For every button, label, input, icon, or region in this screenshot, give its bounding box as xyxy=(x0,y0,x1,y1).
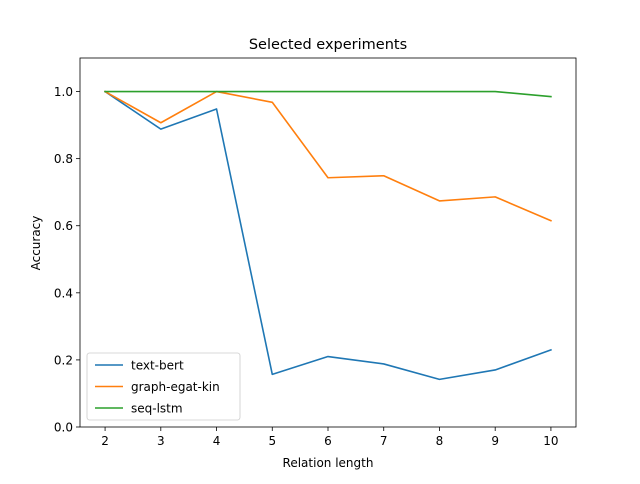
x-tick-label: 4 xyxy=(213,434,221,448)
x-tick-label: 8 xyxy=(436,434,444,448)
x-tick-label: 5 xyxy=(268,434,276,448)
axes-frame xyxy=(79,57,577,428)
y-axis: 0.0 0.2 0.4 0.6 0.8 1.0 xyxy=(54,85,80,435)
x-tick-label: 2 xyxy=(101,434,109,448)
x-tick-label: 6 xyxy=(324,434,332,448)
chart-title: Selected experiments xyxy=(249,37,407,53)
x-tick-label: 10 xyxy=(543,434,558,448)
legend-box xyxy=(86,352,241,421)
y-tick-label: 0.0 xyxy=(54,421,73,435)
x-tick-label: 3 xyxy=(157,434,165,448)
legend: text-bert graph-egat-kin seq-lstm xyxy=(86,352,241,421)
x-tick-label: 9 xyxy=(491,434,499,448)
y-axis-label: Accuracy xyxy=(29,216,43,271)
series-line-text-bert xyxy=(103,90,552,381)
y-tick-label: 0.6 xyxy=(54,219,73,233)
x-axis: 2 3 4 5 6 7 8 9 10 xyxy=(101,427,559,448)
x-tick-label: 7 xyxy=(380,434,388,448)
legend-label-text-bert: text-bert xyxy=(131,359,184,373)
y-tick-label: 0.2 xyxy=(54,353,73,367)
y-tick-label: 0.4 xyxy=(54,286,73,300)
y-tick-label: 1.0 xyxy=(54,85,73,99)
series-line-seq-lstm xyxy=(104,90,552,98)
series-line-graph-egat-kin xyxy=(103,90,552,222)
y-tick-label: 0.8 xyxy=(54,152,73,166)
series-layer xyxy=(103,90,552,381)
legend-label-seq-lstm: seq-lstm xyxy=(131,402,183,416)
legend-label-graph-egat-kin: graph-egat-kin xyxy=(131,380,220,394)
x-axis-label: Relation length xyxy=(283,456,374,470)
